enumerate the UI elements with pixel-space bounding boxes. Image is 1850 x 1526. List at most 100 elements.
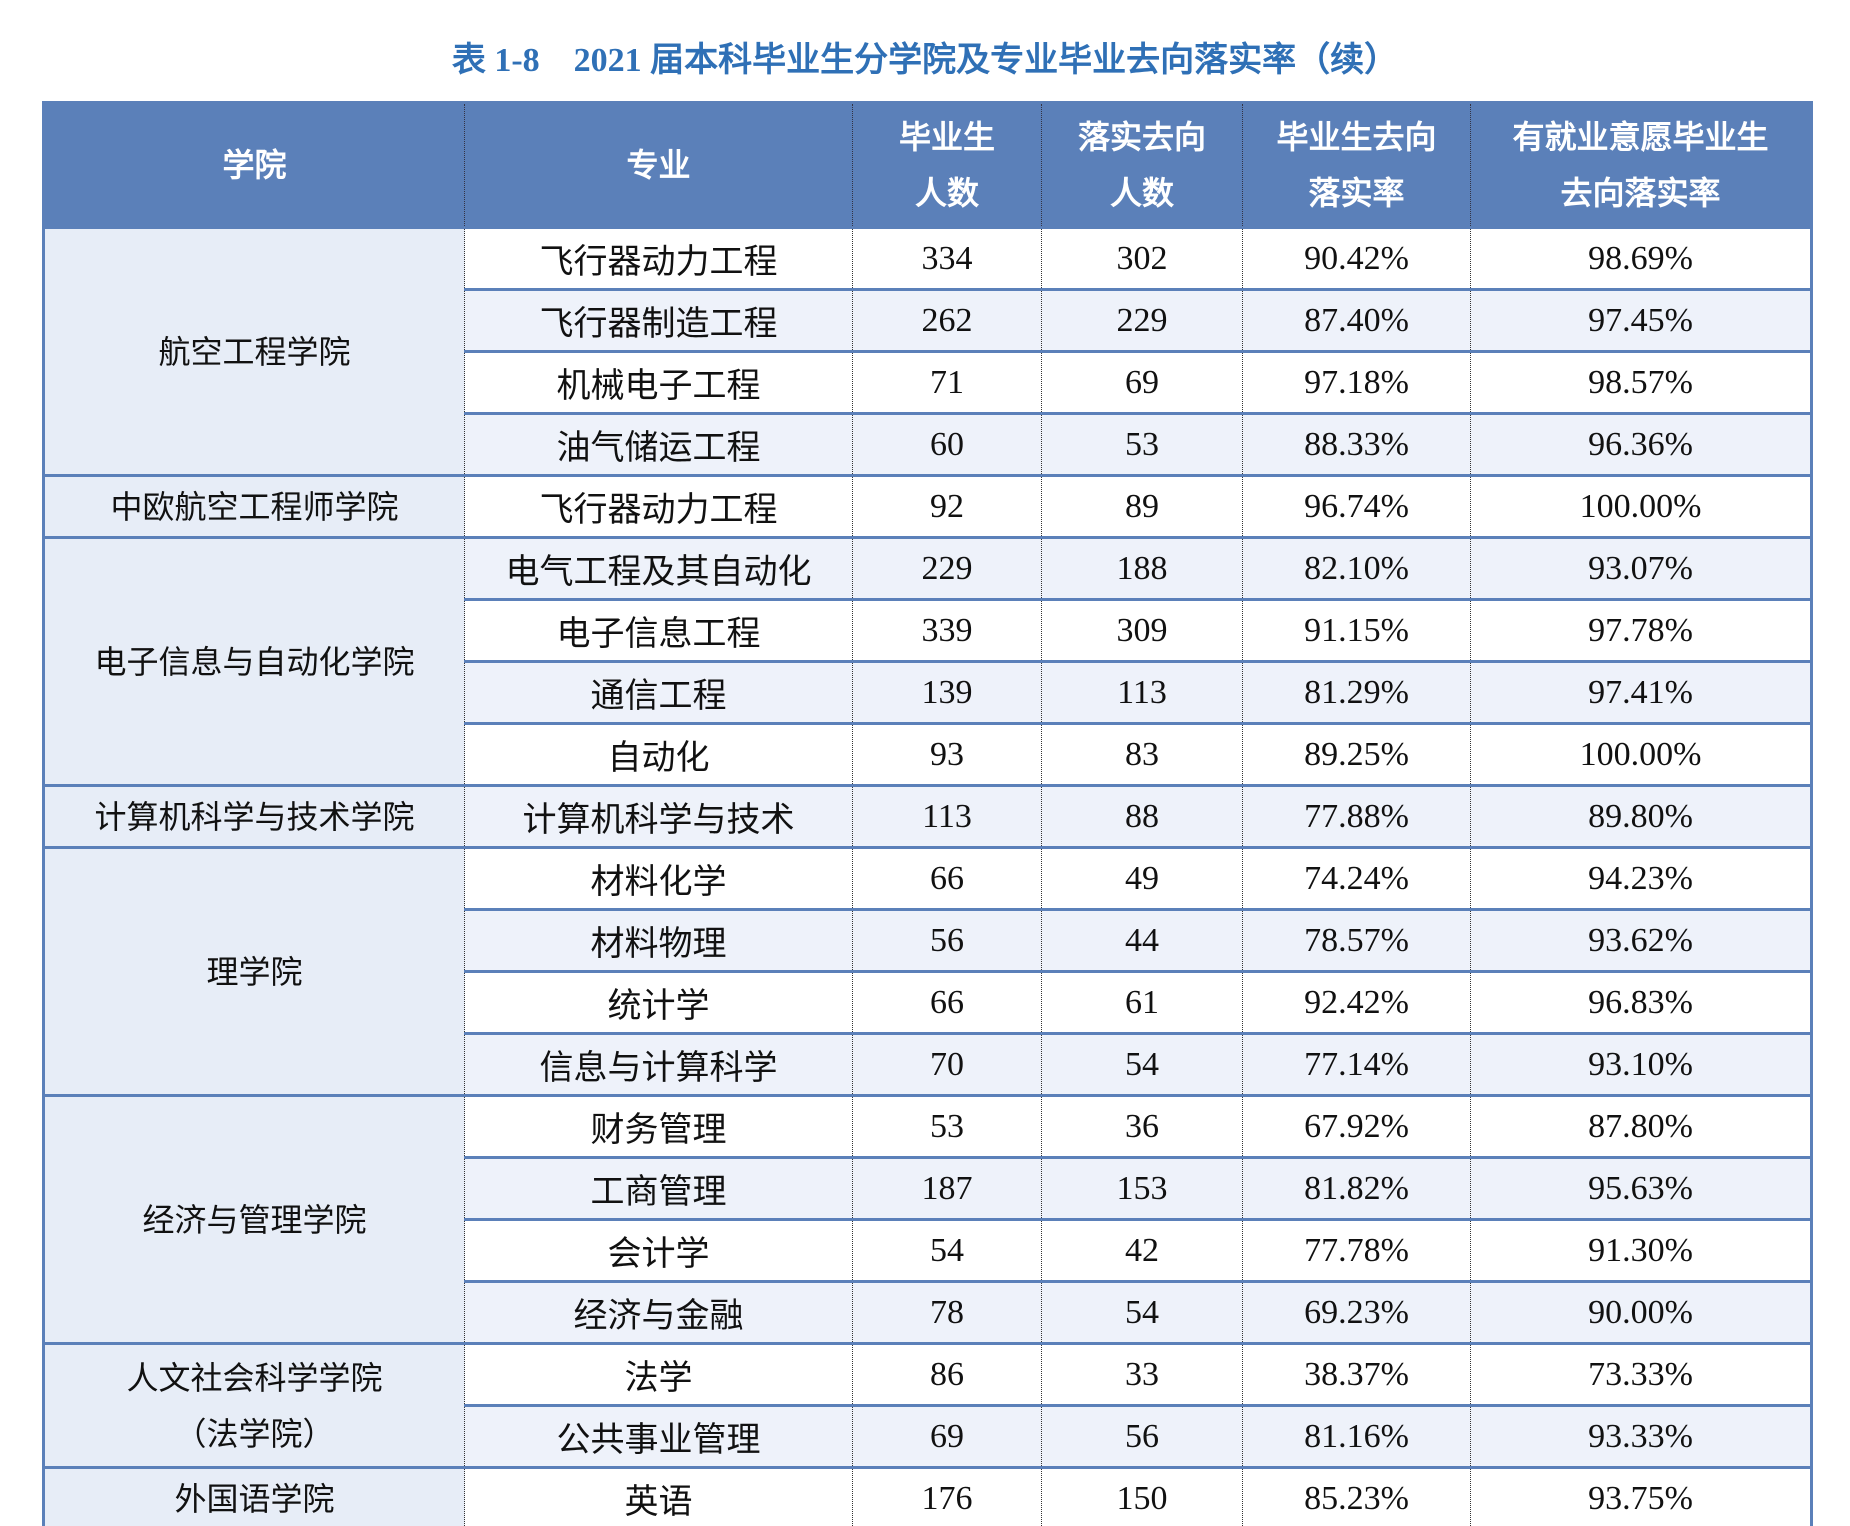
text-line: 人文社会科学学院 [126,1358,383,1397]
value-cell: 93.75% [1470,1466,1812,1526]
table-row: 油气储运工程 60 53 88.33% 96.36% [44,412,1812,476]
table-row: 会计学 54 42 77.78% 91.30% [44,1218,1812,1282]
value-cell: 42 [1041,1218,1243,1282]
value-cell: 93 [852,722,1042,786]
value-cell: 113 [1041,660,1243,724]
value-cell: 44 [1041,908,1243,972]
value-cell: 87.80% [1470,1094,1812,1158]
table-row: 外国语学院 英语 176 150 85.23% 93.75% [43,1466,1812,1526]
table-row: 材料物理 56 44 78.57% 93.62% [44,908,1812,972]
table-row: 计算机科学与技术学院 计算机科学与技术 113 88 77.88% 89.80% [43,784,1812,848]
value-cell: 56 [1041,1404,1243,1468]
value-cell: 73.33% [1470,1342,1812,1406]
value-cell: 139 [852,660,1042,724]
value-cell: 53 [1041,412,1243,476]
college-cell: 电子信息与自动化学院 [43,536,465,786]
table-row: 电子信息工程 339 309 91.15% 97.78% [44,598,1812,662]
value-cell: 100.00% [1470,722,1812,786]
header-cell: 学院 [43,102,465,228]
college-cell: 航空工程学院 [43,226,465,476]
text-line: 专业 [626,146,691,184]
value-cell: 54 [1041,1280,1243,1344]
table: 学院 专业 毕业生 人数 落实去向 人数 毕业生去向 落实率 有就业意愿毕业生 去向落实率 航空工… [42,101,1813,1526]
major-cell: 信息与计算科学 [464,1032,853,1096]
value-cell: 93.33% [1470,1404,1812,1468]
table-row: 通信工程 139 113 81.29% 97.41% [44,660,1812,724]
value-cell: 38.37% [1242,1342,1471,1406]
value-cell: 262 [852,288,1042,352]
value-cell: 113 [852,784,1042,848]
text-line: 航空工程学院 [158,332,351,371]
value-cell: 176 [852,1466,1042,1526]
text-line: 落实率 [1308,174,1405,212]
major-cell: 材料物理 [464,908,853,972]
text-line: 中欧航空工程师学院 [110,487,399,526]
value-cell: 92.42% [1242,970,1471,1034]
value-cell: 69 [852,1404,1042,1468]
value-cell: 96.83% [1470,970,1812,1034]
value-cell: 89 [1041,474,1243,538]
table-row: 理学院 材料化学 66 49 74.24% 94.23% [43,846,1812,1096]
header-cell: 落实去向 人数 [1041,102,1243,228]
value-cell: 67.92% [1242,1094,1471,1158]
table-row: 统计学 66 61 92.42% 96.83% [44,970,1812,1034]
value-cell: 93.07% [1470,536,1812,600]
table-row: 人文社会科学学院 （法学院） 法学 86 33 38.37% 73.33% [43,1342,1812,1468]
table-body: 航空工程学院 飞行器动力工程 334 302 90.42% 98.69% 飞行器制造工程 26… [43,226,1812,1526]
header-cell: 有就业意愿毕业生 去向落实率 [1470,102,1812,228]
header-cell: 毕业生去向 落实率 [1242,102,1471,228]
table-row: 航空工程学院 飞行器动力工程 334 302 90.42% 98.69% [43,226,1812,476]
major-cell: 通信工程 [464,660,853,724]
value-cell: 89.80% [1470,784,1812,848]
text-line: 电子信息与自动化学院 [94,642,415,681]
text-line: 毕业生 [898,118,995,156]
text-line: 去向落实率 [1560,174,1721,212]
value-cell: 93.10% [1470,1032,1812,1096]
value-cell: 97.41% [1470,660,1812,724]
college-cell: 中欧航空工程师学院 [43,474,465,538]
table-row: 经济与金融 78 54 69.23% 90.00% [44,1280,1812,1344]
table-row: 飞行器制造工程 262 229 87.40% 97.45% [44,288,1812,352]
value-cell: 54 [1041,1032,1243,1096]
header-cell: 毕业生 人数 [852,102,1042,228]
value-cell: 229 [852,536,1042,600]
major-cell: 英语 [464,1466,853,1526]
text-line: 计算机科学与技术学院 [94,797,415,836]
value-cell: 153 [1041,1156,1243,1220]
major-cell: 油气储运工程 [464,412,853,476]
value-cell: 97.78% [1470,598,1812,662]
table-row: 自动化 93 83 89.25% 100.00% [44,722,1812,786]
major-cell: 材料化学 [464,846,853,910]
value-cell: 81.29% [1242,660,1471,724]
value-cell: 100.00% [1470,474,1812,538]
value-cell: 60 [852,412,1042,476]
value-cell: 87.40% [1242,288,1471,352]
value-cell: 54 [852,1218,1042,1282]
value-cell: 91.30% [1470,1218,1812,1282]
table-row: 电子信息与自动化学院 电气工程及其自动化 229 188 82.10% 93.07% [43,536,1812,786]
value-cell: 90.00% [1470,1280,1812,1344]
value-cell: 53 [852,1094,1042,1158]
text-line: 理学院 [206,952,303,991]
value-cell: 93.62% [1470,908,1812,972]
text-line: （法学院） [174,1414,335,1453]
value-cell: 61 [1041,970,1243,1034]
table-title: 表 1-8 2021 届本科毕业生分学院及专业毕业去向落实率（续） [451,42,1399,79]
value-cell: 339 [852,598,1042,662]
major-cell: 统计学 [464,970,853,1034]
value-cell: 66 [852,846,1042,910]
college-cell: 经济与管理学院 [43,1094,465,1344]
value-cell: 95.63% [1470,1156,1812,1220]
value-cell: 97.45% [1470,288,1812,352]
college-cell: 理学院 [43,846,465,1096]
value-cell: 77.78% [1242,1218,1471,1282]
value-cell: 77.88% [1242,784,1471,848]
major-cell: 计算机科学与技术 [464,784,853,848]
text-line: 学院 [222,146,287,184]
value-cell: 302 [1041,226,1243,290]
header-row: 学院 专业 毕业生 人数 落实去向 人数 毕业生去向 落实率 有就业意愿毕业生 去向落实率 [43,102,1812,228]
value-cell: 78 [852,1280,1042,1344]
table-row: 公共事业管理 69 56 81.16% 93.33% [44,1404,1812,1468]
major-cell: 工商管理 [464,1156,853,1220]
